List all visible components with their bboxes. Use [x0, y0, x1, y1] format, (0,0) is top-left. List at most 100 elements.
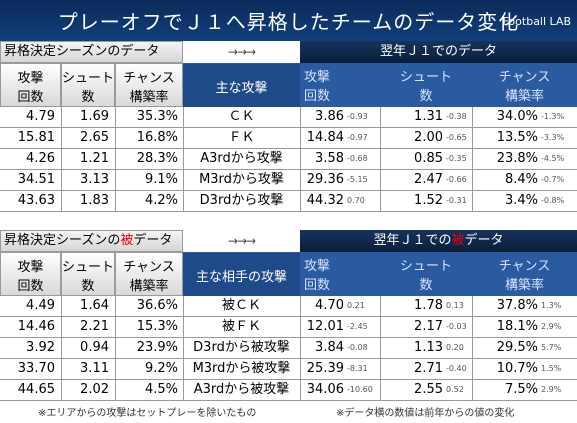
section1-column-headers: 攻撃 回数 シュート 数 チャンス 構築率 主な攻撃 攻撃 回数 シュート 数 …: [0, 63, 577, 107]
title-bar: プレーオフでＪ１へ昇格したチームのデータ変化 Football LAB: [0, 0, 577, 41]
next-shots-value: 2.47: [414, 172, 443, 187]
header-next-chance-rate: チャンス 構築率: [472, 252, 577, 296]
column-divider: [472, 296, 473, 317]
column-divider: [472, 359, 473, 380]
shots-value: 1.69: [80, 109, 109, 124]
header-chance-rate: チャンス 構築率: [115, 252, 183, 296]
next-attacks-value: 25.39: [306, 361, 344, 376]
column-divider: [61, 317, 62, 338]
attack-type-label: 被ＣＫ: [221, 298, 261, 313]
next-shots-value: 0.85: [414, 151, 443, 166]
column-divider: [115, 170, 116, 191]
chance-rate-value: 23.9%: [136, 340, 178, 355]
next-shots-change: -0.31: [446, 196, 467, 205]
column-divider: [183, 107, 184, 128]
next-chance-rate-change: -1.3%: [541, 112, 565, 121]
table-row: 3.92 0.94 23.9% D3rdから被攻撃 3.84 -0.08 1.13 0.20 2…: [0, 338, 577, 359]
page-title: プレーオフでＪ１へ昇格したチームのデータ変化: [57, 10, 520, 34]
next-chance-rate-value: 29.5%: [496, 340, 538, 355]
column-divider: [380, 317, 381, 338]
next-chance-rate-change: 1.3%: [541, 301, 562, 310]
column-divider: [183, 191, 184, 212]
header-next-shots: シュート 数: [380, 252, 472, 296]
column-divider: [300, 359, 301, 380]
shots-value: 2.21: [80, 319, 109, 334]
column-divider: [300, 191, 301, 212]
column-divider: [472, 338, 473, 359]
next-attacks-change: -8.31: [347, 364, 368, 373]
next-shots-change: -0.03: [446, 322, 467, 331]
section2-arrow: →→→: [183, 230, 300, 252]
brand-logo-text: Football LAB: [502, 15, 572, 28]
attacks-value: 4.49: [26, 298, 55, 313]
attacks-value: 15.81: [17, 130, 55, 145]
column-divider: [115, 338, 116, 359]
section2-column-headers: 攻撃 回数 シュート 数 チャンス 構築率 主な相手の攻撃 攻撃 回数 シュート…: [0, 252, 577, 296]
header-chance-rate: チャンス 構築率: [115, 63, 183, 107]
next-attacks-change: -0.68: [347, 154, 368, 163]
table-row: 14.46 2.21 15.3% 被ＦＫ 12.01 -2.45 2.17 -0.03 18.1…: [0, 317, 577, 338]
next-chance-rate-change: -0.7%: [541, 175, 565, 184]
next-attacks-value: 3.58: [315, 151, 344, 166]
column-divider: [472, 128, 473, 149]
next-shots-change: 0.20: [446, 343, 464, 352]
header-shots: シュート 数: [61, 63, 115, 107]
section2-left-title: 昇格決定シーズンの被データ: [0, 230, 183, 252]
column-divider: [380, 191, 381, 212]
next-chance-rate-value: 23.8%: [496, 151, 538, 166]
attack-type-label: 被ＦＫ: [221, 319, 261, 334]
table-row: 44.65 2.02 4.5% A3rdから被攻撃 34.06 -10.60 2.55 0.5…: [0, 380, 577, 401]
attack-type-label: M3rdから被攻撃: [192, 361, 291, 376]
footnote-right: ※データ横の数値は前年からの値の変化: [336, 408, 515, 419]
column-divider: [300, 170, 301, 191]
next-attacks-change: -10.60: [347, 385, 373, 394]
next-chance-rate-value: 10.7%: [496, 361, 538, 376]
shots-value: 3.13: [80, 172, 109, 187]
section1-right-title: 翌年Ｊ１でのデータ: [300, 41, 577, 63]
next-attacks-change: -2.45: [347, 322, 368, 331]
next-attacks-value: 12.01: [306, 319, 344, 334]
column-divider: [380, 128, 381, 149]
section1-arrow: →→→: [183, 41, 300, 63]
next-attacks-value: 44.32: [306, 193, 344, 208]
next-attacks-value: 29.36: [306, 172, 344, 187]
chance-rate-value: 9.1%: [144, 172, 178, 187]
next-shots-value: 2.17: [414, 319, 443, 334]
attacks-value: 3.92: [26, 340, 55, 355]
column-divider: [472, 317, 473, 338]
column-divider: [183, 296, 184, 317]
next-shots-change: -0.40: [446, 364, 467, 373]
column-divider: [61, 359, 62, 380]
table-row: 33.70 3.11 9.2% M3rdから被攻撃 25.39 -8.31 2.71 -0.4…: [0, 359, 577, 380]
next-chance-rate-change: 5.7%: [541, 343, 562, 352]
next-shots-value: 1.13: [414, 340, 443, 355]
next-attacks-change: -0.08: [347, 343, 368, 352]
column-divider: [300, 317, 301, 338]
column-divider: [183, 338, 184, 359]
attacks-value: 43.63: [17, 193, 55, 208]
shots-value: 1.64: [80, 298, 109, 313]
next-attacks-change: -0.93: [347, 112, 368, 121]
column-divider: [300, 149, 301, 170]
column-divider: [183, 317, 184, 338]
shots-value: 2.02: [80, 382, 109, 397]
next-attacks-value: 3.86: [315, 109, 344, 124]
column-divider: [183, 380, 184, 401]
next-attacks-value: 4.70: [315, 298, 344, 313]
header-opponent-attack: 主な相手の攻撃: [183, 252, 300, 296]
column-divider: [61, 128, 62, 149]
next-shots-change: -0.66: [446, 175, 467, 184]
column-divider: [472, 380, 473, 401]
column-divider: [380, 149, 381, 170]
chance-rate-value: 28.3%: [136, 151, 178, 166]
attack-type-label: M3rdから攻撃: [199, 172, 284, 187]
next-shots-value: 2.00: [414, 130, 443, 145]
next-shots-change: 0.52: [446, 385, 464, 394]
next-shots-change: -0.38: [446, 112, 467, 121]
column-divider: [300, 338, 301, 359]
attack-type-label: ＦＫ: [228, 130, 255, 145]
column-divider: [300, 380, 301, 401]
column-divider: [300, 296, 301, 317]
shots-value: 1.21: [80, 151, 109, 166]
attacks-value: 4.79: [26, 109, 55, 124]
